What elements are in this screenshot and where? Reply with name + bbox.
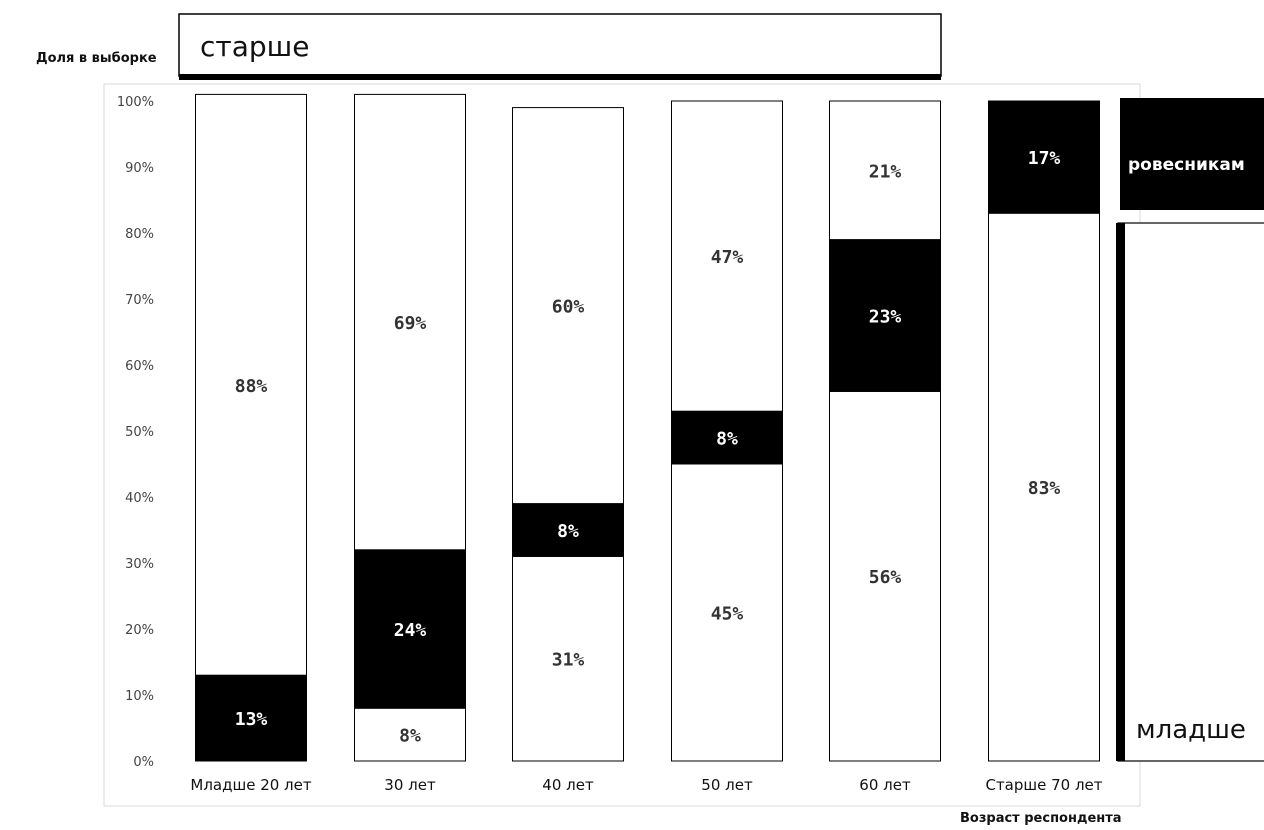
data-label: 13% bbox=[235, 709, 268, 730]
legend-younger: младше bbox=[1116, 222, 1264, 762]
legend-younger-label: младше bbox=[1136, 715, 1246, 745]
y-tick-label: 70% bbox=[125, 293, 154, 308]
x-tick-label: 40 лет bbox=[542, 776, 594, 794]
data-label: 8% bbox=[716, 429, 738, 450]
bar-segment bbox=[671, 410, 783, 465]
y-tick-label: 60% bbox=[125, 359, 154, 374]
x-tick-label: 30 лет bbox=[384, 776, 436, 794]
bar-segment bbox=[829, 390, 941, 762]
y-tick-label: 50% bbox=[125, 425, 154, 440]
bar-segment bbox=[512, 555, 624, 762]
data-label: 31% bbox=[552, 650, 585, 671]
bar-segment bbox=[988, 100, 1100, 214]
x-tick-label: Младше 20 лет bbox=[190, 776, 311, 794]
bar-segment bbox=[512, 503, 624, 557]
y-axis-title: Доля в выборке bbox=[36, 51, 157, 66]
data-label: 21% bbox=[869, 161, 902, 182]
data-label: 56% bbox=[869, 567, 902, 588]
bar-segment bbox=[829, 239, 941, 392]
data-label: 8% bbox=[557, 521, 579, 542]
y-tick-label: 20% bbox=[125, 623, 154, 638]
data-label: 24% bbox=[394, 620, 427, 641]
y-tick-label: 30% bbox=[125, 557, 154, 572]
bar-segment bbox=[195, 674, 307, 762]
y-tick-label: 10% bbox=[125, 689, 154, 704]
data-label: 88% bbox=[235, 376, 268, 397]
y-tick-label: 0% bbox=[133, 755, 154, 770]
data-label: 45% bbox=[711, 604, 744, 625]
data-label: 17% bbox=[1028, 148, 1061, 169]
data-label: 23% bbox=[869, 307, 902, 328]
legend-peers: ровесникам bbox=[1120, 98, 1264, 210]
bar-segment bbox=[829, 100, 941, 241]
legend-peers-label: ровесникам bbox=[1128, 155, 1245, 175]
bar-segment bbox=[512, 107, 624, 505]
data-label: 47% bbox=[711, 247, 744, 268]
x-tick-label: 60 лет bbox=[859, 776, 911, 794]
bar-segment bbox=[671, 463, 783, 762]
x-axis-title: Возраст респондента bbox=[960, 811, 1122, 826]
bar-segment bbox=[354, 707, 466, 762]
y-tick-label: 90% bbox=[125, 161, 154, 176]
x-tick-label: Старше 70 лет bbox=[985, 776, 1102, 794]
bar-segment bbox=[671, 100, 783, 412]
legend-older-label: старше bbox=[200, 30, 309, 63]
y-tick-label: 100% bbox=[117, 95, 154, 110]
data-label: 60% bbox=[552, 297, 585, 318]
data-label: 69% bbox=[394, 313, 427, 334]
legend-older: старше bbox=[178, 13, 942, 80]
bar-segment bbox=[354, 549, 466, 709]
bar-segment bbox=[195, 93, 307, 676]
y-tick-label: 40% bbox=[125, 491, 154, 506]
x-tick-label: 50 лет bbox=[701, 776, 753, 794]
y-tick-label: 80% bbox=[125, 227, 154, 242]
bar-segment bbox=[354, 93, 466, 551]
data-label: 8% bbox=[399, 726, 421, 747]
data-label: 83% bbox=[1028, 478, 1061, 499]
